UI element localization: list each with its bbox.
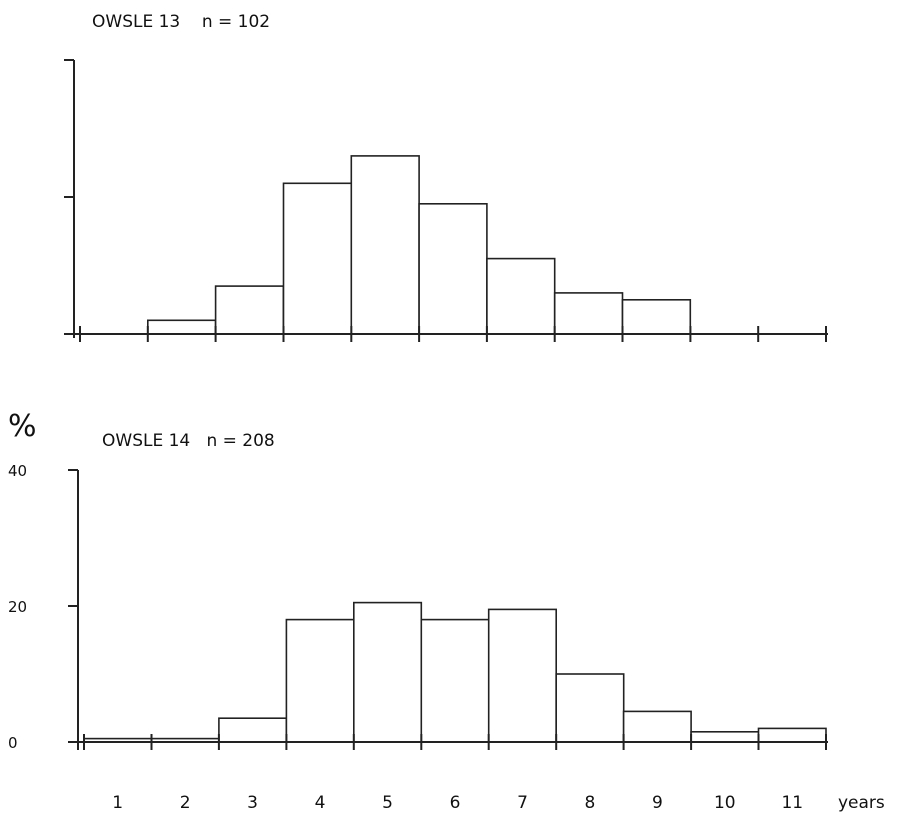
x-tick-label: 3 (247, 793, 258, 813)
bar-3 (218, 717, 288, 743)
bar-4 (282, 182, 353, 335)
x-tick-label: 4 (315, 793, 326, 813)
bar-4 (285, 618, 355, 743)
bar-2 (147, 319, 217, 335)
bar-11 (757, 727, 827, 743)
bar-6 (418, 203, 488, 335)
bar-9 (622, 710, 692, 743)
bar-5 (350, 155, 420, 335)
bar-9 (621, 298, 692, 335)
x-tick-label: 8 (584, 793, 595, 813)
chart-title: OWSLE 14 n = 208 (102, 431, 275, 451)
x-tick-labels: 1 2 3 4 5 6 7 8 9 10 11 (112, 793, 803, 813)
bar-5 (352, 601, 423, 743)
bar-3 (214, 285, 285, 335)
x-tick-label: 7 (517, 793, 528, 813)
x-tick-label: 1 (112, 793, 123, 813)
bar-8 (555, 673, 625, 743)
x-ticks (79, 326, 827, 342)
y-tick-labels: 0 20 40 (8, 462, 27, 752)
histogram-owsle-14: % OWSLE 14 n = 208 0 20 40 1 2 3 4 5 6 7 8 9 10 11 y… (8, 409, 885, 813)
bars (83, 601, 827, 743)
chart-title: OWSLE 13 n = 102 (92, 12, 270, 32)
bar-10 (690, 730, 760, 743)
x-tick-label: 6 (450, 793, 461, 813)
x-tick-label: 11 (781, 793, 803, 813)
bar-7 (487, 608, 558, 743)
bar-6 (420, 618, 490, 743)
x-tick-label: 2 (180, 793, 191, 813)
y-tick-label: 20 (8, 598, 27, 616)
x-tick-label: 10 (714, 793, 736, 813)
histogram-owsle-13: OWSLE 13 n = 102 (64, 12, 828, 342)
y-axis-label: % (8, 409, 37, 444)
y-ticks (68, 469, 78, 743)
x-tick-label: 5 (382, 793, 393, 813)
x-tick-label: 9 (652, 793, 663, 813)
y-tick-label: 40 (8, 462, 27, 480)
bars (147, 155, 692, 335)
y-ticks (64, 59, 74, 335)
bar-7 (486, 257, 556, 335)
x-ticks (83, 734, 827, 750)
y-tick-label: 0 (8, 734, 18, 752)
bar-8 (553, 292, 624, 335)
x-axis-label: years (838, 793, 885, 813)
